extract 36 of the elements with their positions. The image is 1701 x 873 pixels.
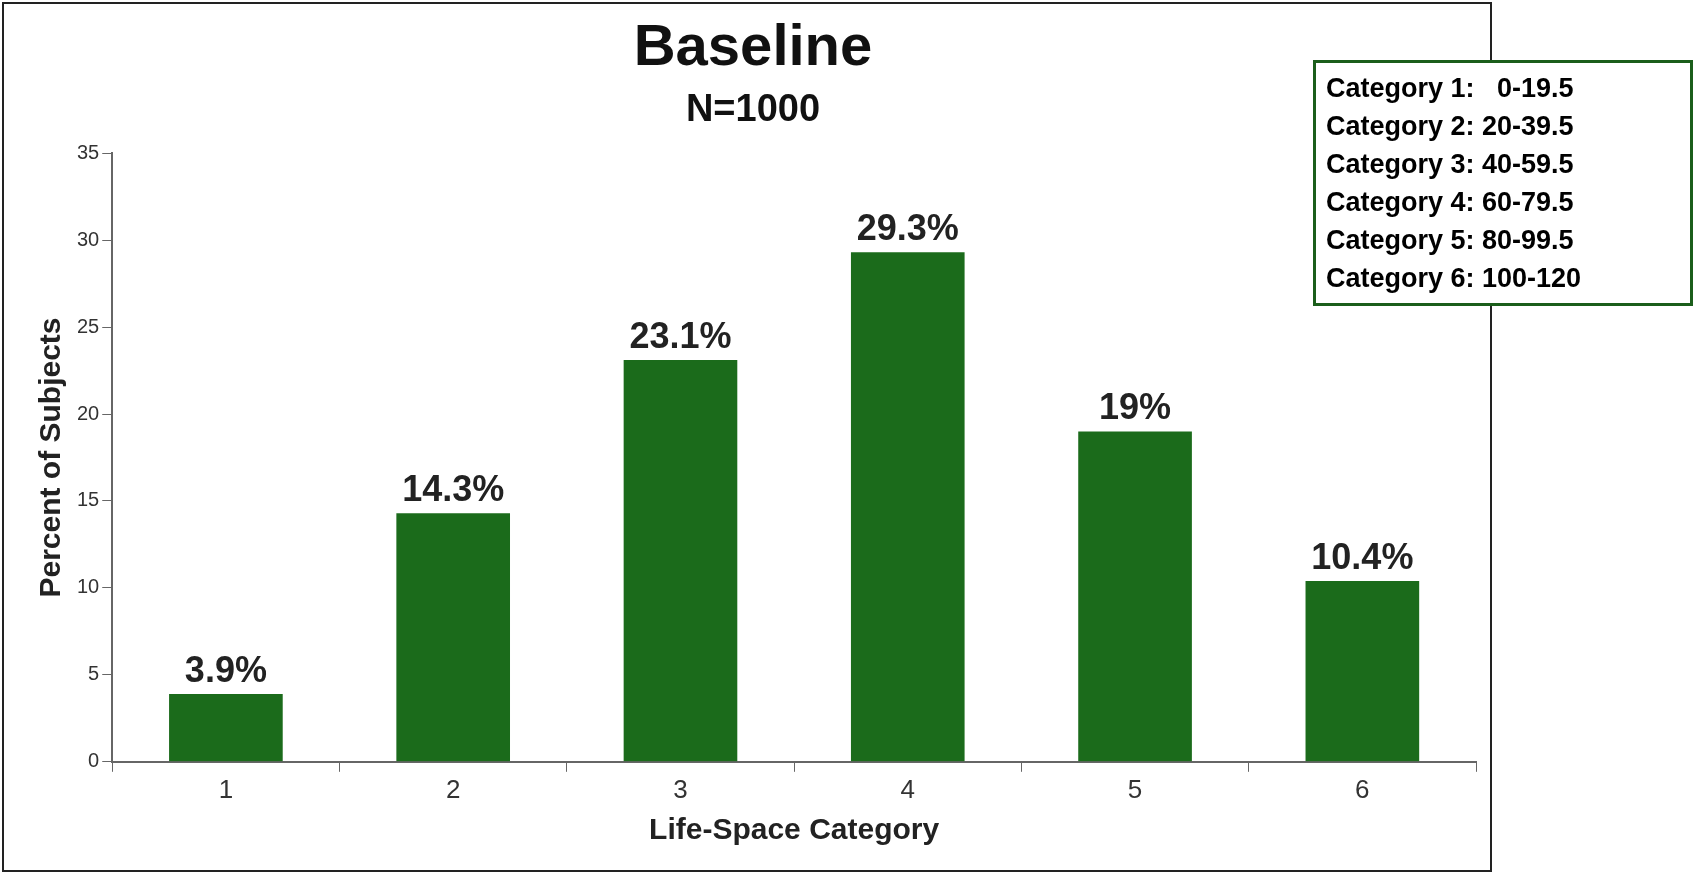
- x-tick-label: 2: [445, 773, 461, 804]
- chart-title: Baseline: [633, 11, 873, 77]
- data-label: 10.4%: [1311, 535, 1414, 577]
- x-tick-label: 4: [900, 773, 915, 804]
- data-label: 23.1%: [629, 315, 732, 357]
- bar: [850, 252, 965, 762]
- data-label: 14.3%: [402, 468, 505, 510]
- y-tick-label: 15: [77, 488, 100, 511]
- chart-subtitle: N=1000: [685, 86, 821, 129]
- y-axis-title: Percent of Subjects: [33, 317, 67, 598]
- y-tick-label: 20: [77, 401, 100, 424]
- y-tick-label: 30: [77, 227, 100, 250]
- bar: [1078, 431, 1192, 762]
- y-tick-label: 5: [88, 662, 100, 685]
- x-axis-title: Life-Space Category: [649, 812, 940, 846]
- text: Category 2: 20-39.5: [1326, 111, 1574, 141]
- x-tick-label: 1: [218, 773, 234, 804]
- annotation: Category 4: 60-79.5: [1326, 186, 1575, 219]
- annotation: Category 6: 100-120: [1326, 262, 1583, 295]
- bar: [169, 693, 283, 762]
- x-tick-label: 6: [1355, 773, 1370, 804]
- data-label: 19%: [1099, 386, 1172, 428]
- y-tick-label: 0: [88, 749, 100, 772]
- data-label: 29.3%: [856, 207, 959, 249]
- y-tick-label: 10: [77, 575, 100, 598]
- annotation: Category 5: 80-99.5: [1326, 224, 1575, 257]
- annotation: Category 3: 40-59.5: [1326, 148, 1575, 181]
- bar: [623, 360, 738, 762]
- y-tick-label: 35: [77, 140, 100, 163]
- bar: [396, 513, 511, 762]
- y-tick-label: 25: [77, 314, 100, 337]
- data-label: 3.9%: [184, 648, 267, 690]
- x-tick-label: 5: [1127, 773, 1143, 804]
- bar: [1305, 580, 1420, 762]
- x-tick-label: 3: [673, 773, 688, 804]
- text: Category 1: 0-19.5: [1326, 73, 1574, 103]
